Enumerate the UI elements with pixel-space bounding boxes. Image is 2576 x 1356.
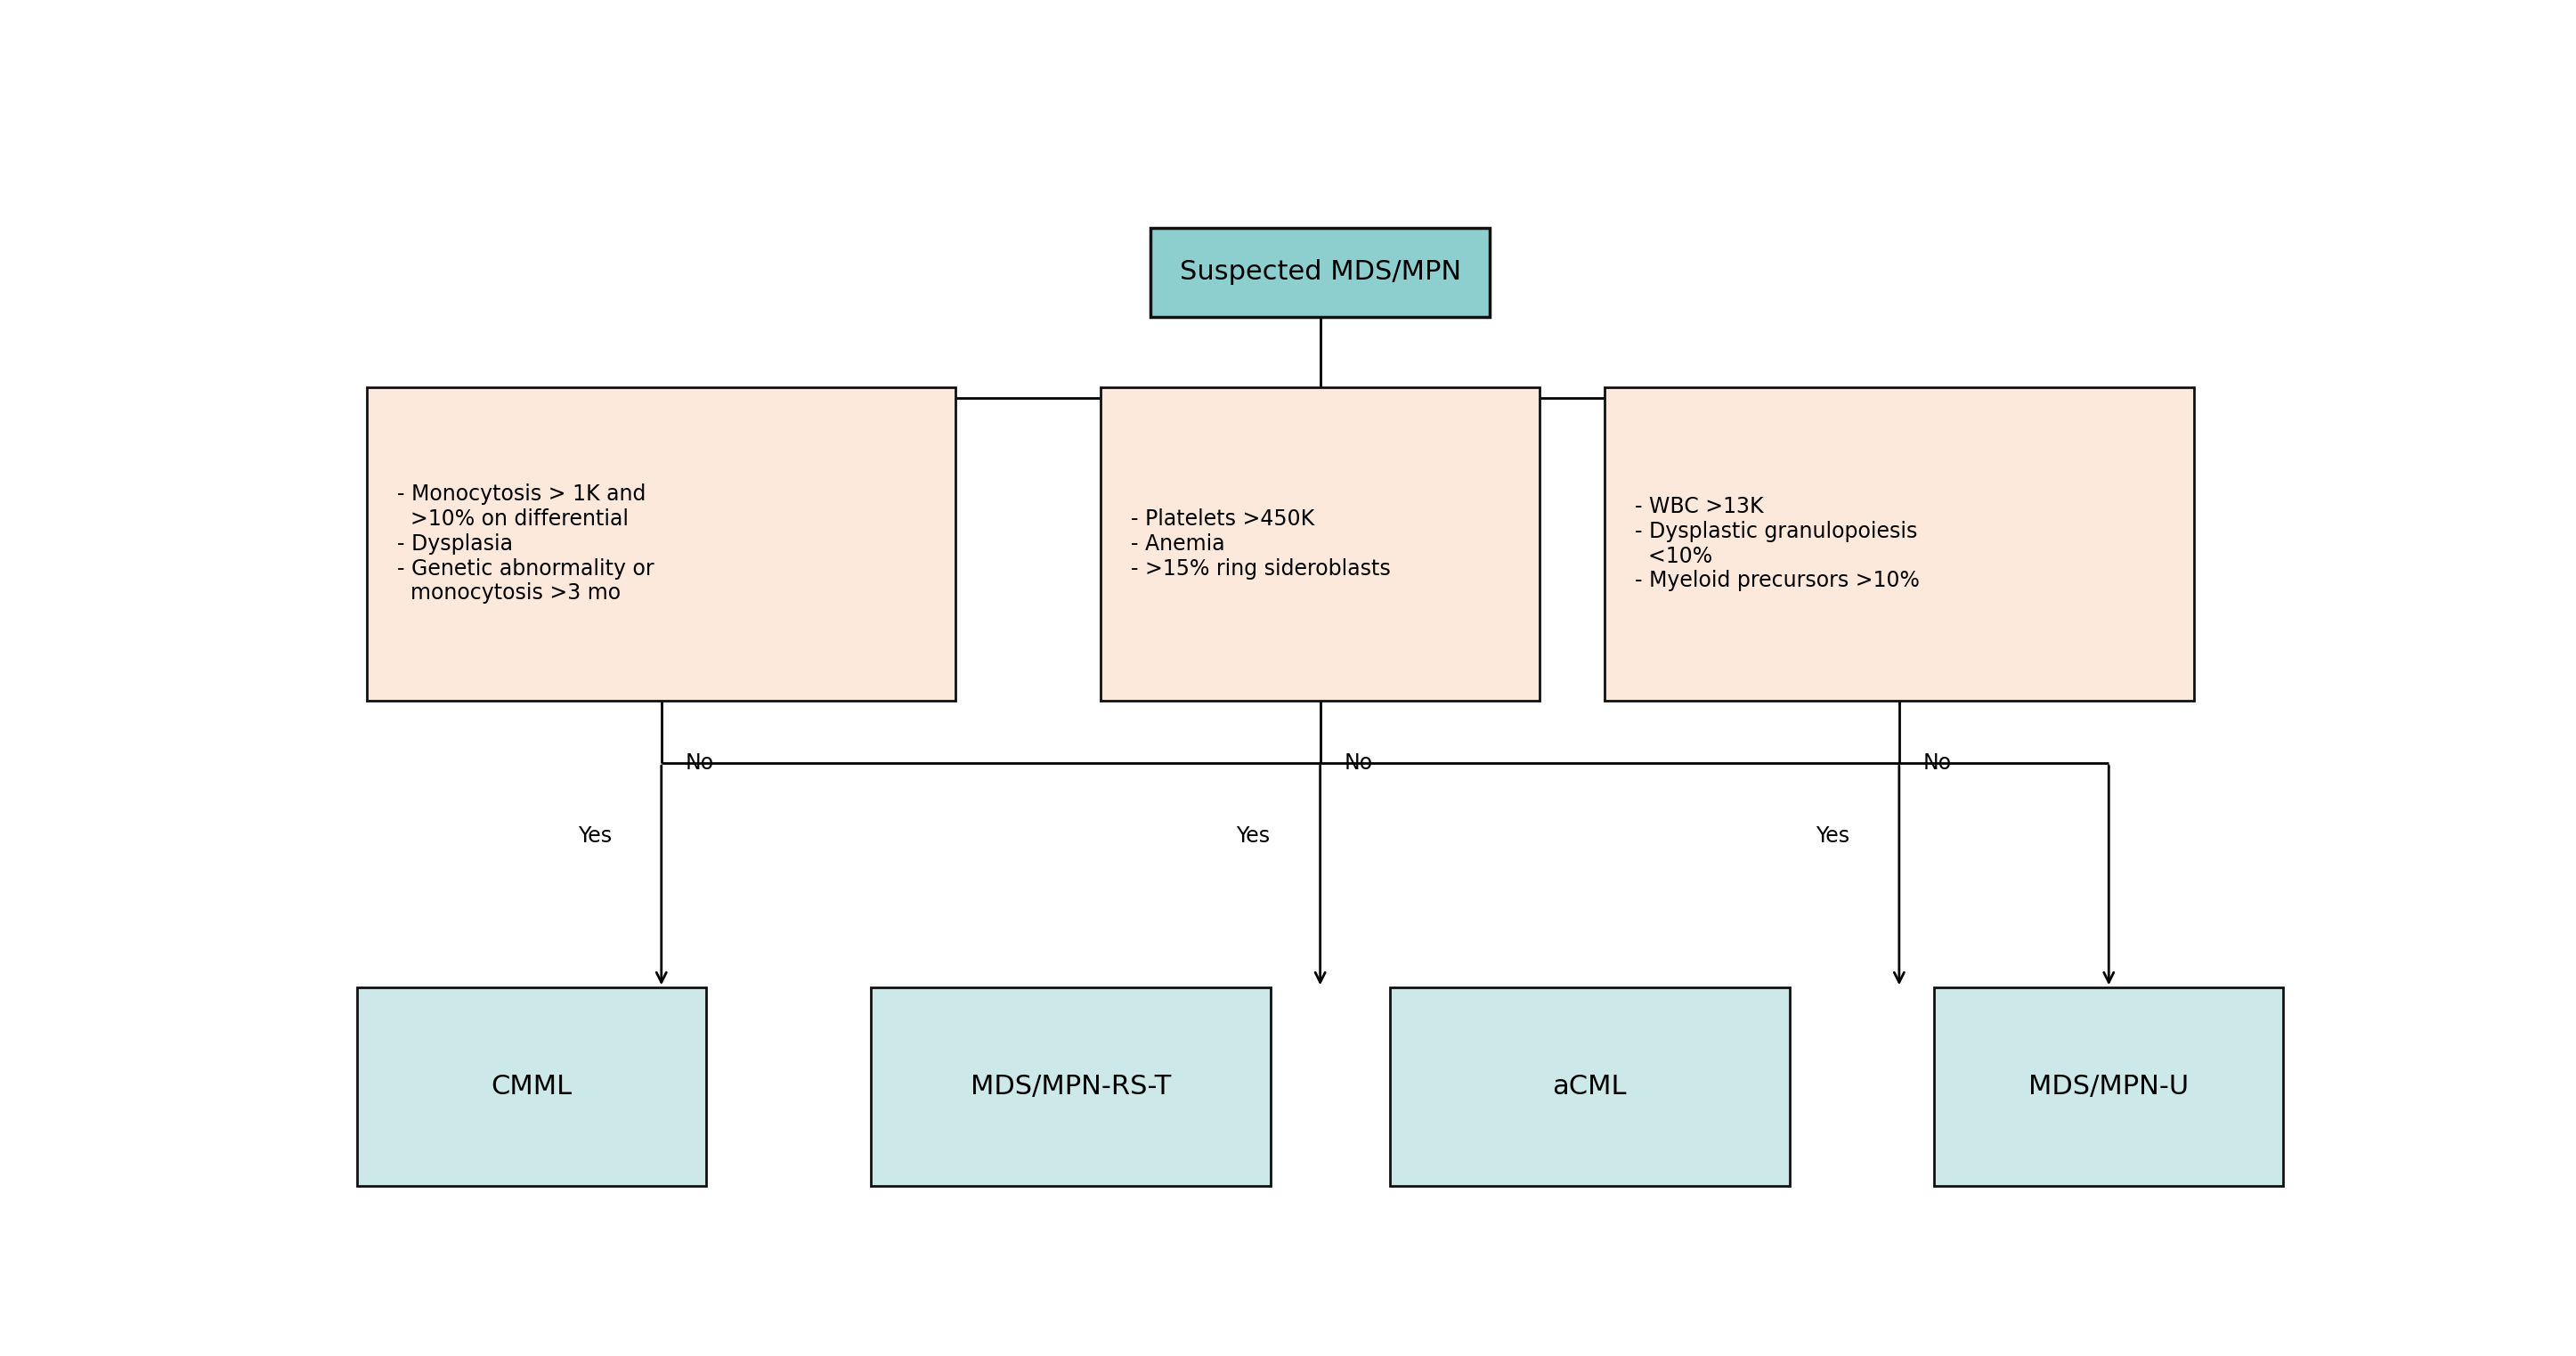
- FancyBboxPatch shape: [358, 987, 706, 1186]
- FancyBboxPatch shape: [1151, 228, 1489, 317]
- FancyBboxPatch shape: [1391, 987, 1790, 1186]
- Text: Yes: Yes: [577, 826, 611, 848]
- FancyBboxPatch shape: [1605, 388, 2195, 701]
- Text: Suspected MDS/MPN: Suspected MDS/MPN: [1180, 259, 1461, 285]
- Text: No: No: [685, 753, 714, 774]
- FancyBboxPatch shape: [871, 987, 1270, 1186]
- Text: MDS/MPN-RS-T: MDS/MPN-RS-T: [971, 1074, 1172, 1100]
- Text: MDS/MPN-U: MDS/MPN-U: [2027, 1074, 2190, 1100]
- Text: - Monocytosis > 1K and
  >10% on differential
- Dysplasia
- Genetic abnormality : - Monocytosis > 1K and >10% on different…: [397, 484, 654, 603]
- FancyBboxPatch shape: [366, 388, 956, 701]
- Text: Yes: Yes: [1816, 826, 1850, 848]
- FancyBboxPatch shape: [1100, 388, 1540, 701]
- FancyBboxPatch shape: [1935, 987, 2282, 1186]
- Text: Yes: Yes: [1236, 826, 1270, 848]
- Text: - Platelets >450K
- Anemia
- >15% ring sideroblasts: - Platelets >450K - Anemia - >15% ring s…: [1131, 508, 1391, 579]
- Text: - WBC >13K
- Dysplastic granulopoiesis
  <10%
- Myeloid precursors >10%: - WBC >13K - Dysplastic granulopoiesis <…: [1636, 496, 1919, 591]
- Text: No: No: [1345, 753, 1373, 774]
- Text: aCML: aCML: [1553, 1074, 1628, 1100]
- Text: No: No: [1924, 753, 1953, 774]
- Text: CMML: CMML: [492, 1074, 572, 1100]
